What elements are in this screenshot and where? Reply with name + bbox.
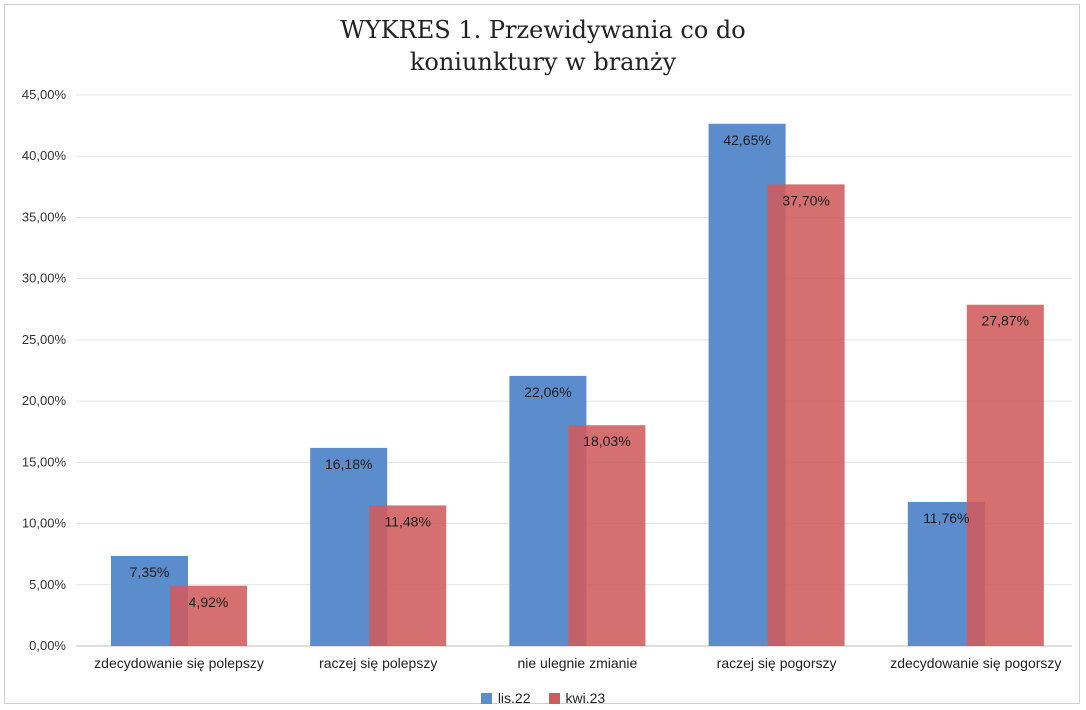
data-label-kwi23-2: 18,03% <box>583 433 630 449</box>
data-label-lis22-3: 42,65% <box>723 132 770 148</box>
y-tick-label-4: 20,00% <box>22 393 67 408</box>
bars <box>111 123 1044 647</box>
x-category-label-2: nie ulegnie zmianie <box>517 655 637 671</box>
x-category-label-0: zdecydowanie się polepszy <box>94 655 264 671</box>
data-label-lis22-2: 22,06% <box>524 384 571 400</box>
legend-swatch-kwi23 <box>548 692 560 704</box>
bar-kwi23-2 <box>568 425 646 646</box>
y-tick-label-5: 25,00% <box>22 332 67 347</box>
x-axis: zdecydowanie się polepszy raczej się pole… <box>94 655 1061 671</box>
y-tick-label-2: 10,00% <box>22 516 67 531</box>
bar-chart: 0,00% 5,00% 10,00% 15,00% 20,00% 25,00% 30,00%… <box>22 87 1072 671</box>
bar-kwi23-1 <box>369 505 447 646</box>
data-label-kwi23-0: 4,92% <box>189 594 229 610</box>
data-label-kwi23-1: 11,48% <box>384 513 430 529</box>
data-label-lis22-1: 16,18% <box>325 456 372 472</box>
y-tick-label-0: 0,00% <box>29 638 66 653</box>
x-category-label-3: raczej się pogorszy <box>717 655 837 671</box>
bar-kwi23-4 <box>966 304 1044 646</box>
chart-title-line-2: koniunktury w branży <box>409 48 677 76</box>
legend-swatch-lis22 <box>480 692 492 704</box>
bar-kwi23-0 <box>170 585 247 646</box>
y-tick-label-8: 40,00% <box>22 148 67 163</box>
y-tick-label-3: 15,00% <box>22 454 67 469</box>
chart-title: WYKRES 1. Przewidywania co do koniunktur… <box>0 14 1086 78</box>
legend-label-lis22: lis.22 <box>497 690 531 706</box>
legend-item-kwi23: kwi.23 <box>548 690 606 706</box>
y-axis: 0,00% 5,00% 10,00% 15,00% 20,00% 25,00% 30,00%… <box>22 87 67 653</box>
y-tick-label-1: 5,00% <box>29 577 66 592</box>
data-label-kwi23-4: 27,87% <box>982 313 1029 329</box>
data-label-kwi23-3: 37,70% <box>782 192 829 208</box>
chart-title-line-1: WYKRES 1. Przewidywania co do <box>340 16 746 44</box>
x-category-label-4: zdecydowanie się pogorszy <box>890 655 1061 671</box>
x-category-label-1: raczej się polepszy <box>319 655 437 671</box>
data-label-lis22-0: 7,35% <box>130 564 170 580</box>
bar-kwi23-3 <box>767 184 845 646</box>
legend: lis.22 kwi.23 <box>0 690 1086 706</box>
legend-label-kwi23: kwi.23 <box>565 690 606 706</box>
data-label-lis22-4: 11,76% <box>923 510 969 526</box>
legend-item-lis22: lis.22 <box>480 690 531 706</box>
y-tick-label-6: 30,00% <box>22 271 67 286</box>
y-tick-label-7: 35,00% <box>22 209 67 224</box>
data-labels: 7,35% 4,92% 16,18% 11,48% 22,06% 18,03% 42,65%… <box>130 132 1029 610</box>
y-tick-label-9: 45,00% <box>22 87 67 102</box>
